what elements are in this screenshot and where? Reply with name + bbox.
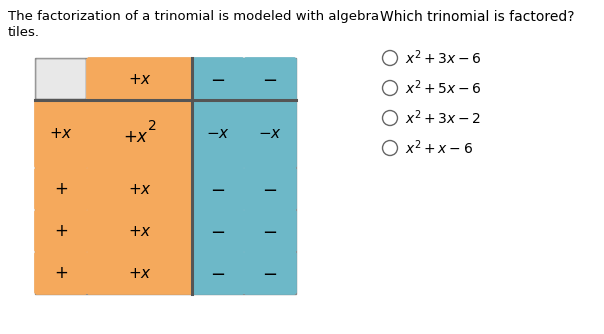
Text: $+$: $+$ (54, 264, 68, 282)
FancyBboxPatch shape (86, 209, 193, 253)
Text: $-x$: $-x$ (206, 127, 230, 142)
Text: $+x$: $+x$ (127, 181, 152, 196)
Text: $x^2 + 5x - 6$: $x^2 + 5x - 6$ (405, 79, 482, 97)
FancyBboxPatch shape (86, 167, 193, 210)
FancyBboxPatch shape (86, 100, 193, 168)
FancyBboxPatch shape (86, 57, 193, 101)
FancyBboxPatch shape (86, 252, 193, 295)
Text: $+x$: $+x$ (127, 223, 152, 238)
Text: $-$: $-$ (210, 222, 225, 240)
FancyBboxPatch shape (243, 209, 297, 253)
FancyBboxPatch shape (36, 59, 86, 99)
Text: $+x$: $+x$ (49, 127, 73, 142)
Text: $+x$: $+x$ (127, 71, 152, 87)
Text: $+x$: $+x$ (127, 266, 152, 281)
Text: $x^2 + 3x - 6$: $x^2 + 3x - 6$ (405, 49, 482, 67)
Text: $-$: $-$ (210, 70, 225, 88)
FancyBboxPatch shape (34, 167, 88, 210)
Text: $-$: $-$ (210, 264, 225, 282)
Text: $x^2 + x - 6$: $x^2 + x - 6$ (405, 139, 473, 157)
FancyBboxPatch shape (243, 100, 297, 168)
FancyBboxPatch shape (34, 100, 88, 168)
FancyBboxPatch shape (34, 209, 88, 253)
FancyBboxPatch shape (243, 252, 297, 295)
Text: Which trinomial is factored?: Which trinomial is factored? (380, 10, 574, 24)
Text: The factorization of a trinomial is modeled with algebra: The factorization of a trinomial is mode… (8, 10, 379, 23)
FancyBboxPatch shape (191, 57, 245, 101)
FancyBboxPatch shape (243, 57, 297, 101)
Text: $x^2 + 3x - 2$: $x^2 + 3x - 2$ (405, 109, 481, 127)
Bar (35, 58, 296, 294)
FancyBboxPatch shape (34, 252, 88, 295)
Text: $2$: $2$ (147, 119, 156, 133)
Text: $-x$: $-x$ (258, 127, 282, 142)
FancyBboxPatch shape (191, 167, 245, 210)
Text: $-$: $-$ (262, 222, 278, 240)
FancyBboxPatch shape (191, 252, 245, 295)
Text: $+$: $+$ (54, 180, 68, 198)
Text: $-$: $-$ (210, 180, 225, 198)
FancyBboxPatch shape (191, 100, 245, 168)
Text: tiles.: tiles. (8, 26, 40, 39)
FancyBboxPatch shape (243, 167, 297, 210)
FancyBboxPatch shape (191, 209, 245, 253)
Text: $-$: $-$ (262, 264, 278, 282)
Text: $+$: $+$ (54, 222, 68, 240)
Text: $+x$: $+x$ (123, 128, 149, 146)
Text: $-$: $-$ (262, 180, 278, 198)
Text: $-$: $-$ (262, 70, 278, 88)
